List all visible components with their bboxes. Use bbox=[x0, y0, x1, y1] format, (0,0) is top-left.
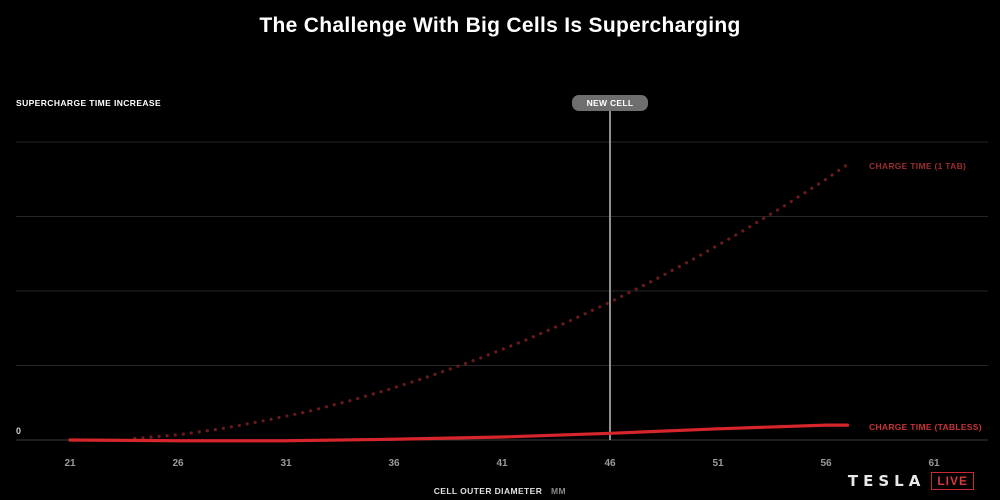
series-label-one-tab: CHARGE TIME (1 TAB) bbox=[869, 161, 966, 171]
x-tick-label: 31 bbox=[280, 458, 292, 469]
chart-title: The Challenge With Big Cells Is Supercha… bbox=[259, 14, 741, 37]
y-axis-label: SUPERCHARGE TIME INCREASE bbox=[16, 98, 161, 108]
series-line-one-tab bbox=[133, 162, 850, 441]
x-tick-label: 21 bbox=[64, 458, 76, 469]
x-axis-unit: MM bbox=[551, 486, 566, 496]
x-tick-label: 26 bbox=[172, 458, 184, 469]
brand-name: TESLA bbox=[847, 472, 926, 490]
x-tick-label: 46 bbox=[604, 458, 616, 469]
x-tick-label: 56 bbox=[820, 458, 832, 469]
x-axis-label: CELL OUTER DIAMETER bbox=[434, 486, 543, 496]
new-cell-badge bbox=[572, 95, 648, 111]
x-tick-label: 41 bbox=[496, 458, 508, 469]
live-badge: LIVE bbox=[931, 472, 974, 490]
x-tick-label: 51 bbox=[712, 458, 724, 469]
y-tick-label: 0 bbox=[16, 426, 21, 436]
series-label-tabless: CHARGE TIME (TABLESS) bbox=[869, 422, 982, 432]
x-tick-label: 36 bbox=[388, 458, 400, 469]
x-tick-label: 61 bbox=[928, 458, 940, 469]
series-line-tabless bbox=[68, 423, 850, 443]
brand-logo: TESLA LIVE bbox=[848, 472, 974, 490]
new-cell-label: NEW CELL bbox=[587, 98, 634, 108]
